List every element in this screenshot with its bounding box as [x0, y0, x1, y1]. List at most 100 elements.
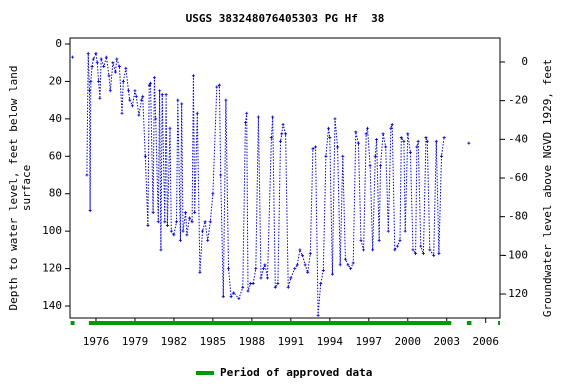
- data-point: [163, 220, 167, 224]
- data-point: [137, 113, 141, 117]
- data-point: [115, 57, 119, 61]
- data-point: [180, 102, 184, 106]
- data-point: [293, 267, 297, 271]
- data-point: [269, 136, 273, 140]
- data-point: [203, 220, 207, 224]
- data-point: [195, 111, 199, 115]
- data-point: [398, 239, 402, 243]
- data-point: [390, 122, 394, 126]
- data-point: [389, 126, 393, 130]
- data-point: [178, 239, 182, 243]
- data-point: [421, 252, 425, 256]
- data-point: [271, 115, 275, 119]
- data-point: [224, 98, 228, 102]
- data-point: [381, 132, 385, 136]
- data-point: [399, 136, 403, 140]
- data-point: [432, 253, 436, 257]
- data-point: [354, 130, 358, 134]
- data-point: [88, 209, 92, 213]
- x-tick-label: 1997: [356, 335, 383, 348]
- data-point: [263, 263, 267, 267]
- data-point: [121, 79, 125, 83]
- chart-title: USGS 383248076405303 PG Hf 38: [186, 12, 385, 25]
- data-point: [403, 229, 407, 233]
- data-point: [408, 151, 412, 155]
- data-point: [229, 295, 233, 299]
- data-point: [276, 282, 280, 286]
- data-point: [343, 257, 347, 261]
- data-point: [165, 224, 169, 228]
- data-point: [102, 64, 106, 68]
- data-point: [281, 122, 285, 126]
- data-point: [330, 272, 334, 276]
- data-point: [159, 248, 163, 252]
- y2-tick-label: 0: [521, 55, 528, 68]
- data-point: [95, 61, 99, 65]
- data-point: [246, 289, 250, 293]
- data-point: [181, 229, 185, 233]
- data-point: [368, 164, 372, 168]
- data-point: [321, 268, 325, 272]
- data-point: [185, 233, 189, 237]
- approved-period: [88, 321, 452, 325]
- data-point: [356, 141, 360, 145]
- data-point: [160, 93, 164, 97]
- data-point: [141, 94, 145, 98]
- data-point: [273, 285, 277, 289]
- data-point: [71, 55, 75, 59]
- data-point: [139, 98, 143, 102]
- data-point: [208, 220, 212, 224]
- data-point: [338, 263, 342, 267]
- data-point: [384, 145, 388, 149]
- data-point: [308, 252, 312, 256]
- x-tick-label: 1976: [83, 335, 110, 348]
- data-point: [328, 136, 332, 140]
- data-point: [86, 51, 90, 55]
- data-point: [172, 233, 176, 237]
- data-point: [206, 239, 210, 243]
- data-point: [402, 139, 406, 143]
- data-point: [298, 248, 302, 252]
- data-point: [146, 224, 150, 228]
- data-point: [211, 192, 215, 196]
- data-point: [156, 220, 160, 224]
- data-point: [359, 239, 363, 243]
- data-point: [215, 85, 219, 89]
- data-point: [168, 126, 172, 130]
- data-point: [237, 297, 241, 301]
- data-point: [295, 263, 299, 267]
- y-tick-label: 20: [49, 74, 62, 87]
- data-point: [201, 229, 205, 233]
- data-point: [434, 139, 438, 143]
- x-tick-label: 1991: [278, 335, 305, 348]
- data-point: [362, 248, 366, 252]
- data-point: [217, 83, 221, 87]
- data-point: [190, 220, 194, 224]
- data-point: [419, 244, 423, 248]
- data-point: [243, 121, 247, 125]
- data-point: [301, 253, 305, 257]
- data-point: [133, 89, 137, 93]
- data-point: [406, 132, 410, 136]
- data-point: [311, 147, 315, 151]
- data-point: [117, 64, 121, 68]
- data-point: [373, 154, 377, 158]
- data-point: [149, 81, 153, 85]
- data-point: [221, 295, 225, 299]
- y2-tick-label: -100: [502, 248, 529, 261]
- data-point: [152, 76, 156, 80]
- data-point: [184, 210, 188, 214]
- data-point: [386, 229, 390, 233]
- data-point: [245, 111, 249, 115]
- y-tick-label: 100: [42, 224, 62, 237]
- data-point: [467, 141, 471, 145]
- data-point: [120, 111, 124, 115]
- data-point: [262, 267, 266, 271]
- data-point: [232, 291, 236, 295]
- data-point: [284, 132, 288, 136]
- data-point: [126, 89, 130, 93]
- data-point: [99, 57, 103, 61]
- data-point: [89, 79, 93, 83]
- data-point: [440, 154, 444, 158]
- y-tick-label: 0: [55, 37, 62, 50]
